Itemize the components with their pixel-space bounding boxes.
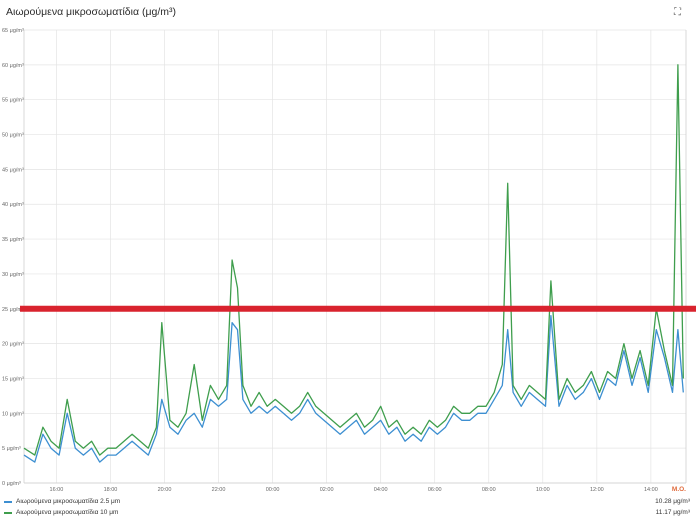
legend-label-pm25: Αιωρούμενα μικροσωματίδια 2.5 μm [16,498,121,505]
line-chart: 0 μg/m³ 5 μg/m³ 10 μg/m³ 15 μg/m³ 20 μg/m³ 25… [2,28,696,493]
y-tick-label: 25 μg/m³ [2,307,24,313]
legend: M.O. Αιωρούμενα μικροσωματίδια 2.5 μm 10… [4,486,690,519]
x-tick-label: 02:00 [320,487,334,493]
chart-title: Αιωρούμενα μικροσωματίδια (μg/m³) [6,6,176,18]
y-tick-label: 40 μg/m³ [2,202,24,208]
x-tick-label: 16:00 [50,487,64,493]
y-tick-label: 45 μg/m³ [2,167,24,173]
x-tick-label: 00:00 [266,487,280,493]
y-tick-label: 50 μg/m³ [2,133,24,139]
series-line-pm25 [23,315,684,463]
y-tick-label: 0 μg/m³ [2,481,21,487]
x-tick-label: 08:00 [482,487,496,493]
x-tick-label: 20:00 [158,487,172,493]
legend-item-pm10[interactable]: Αιωρούμενα μικροσωματίδια 10 μm 11.17 μg… [4,508,690,519]
legend-value-pm10: 11.17 μg/m³ [655,509,690,516]
y-tick-label: 10 μg/m³ [2,411,24,417]
legend-value-pm25: 10.28 μg/m³ [655,498,690,505]
y-tick-label: 35 μg/m³ [2,237,24,243]
y-tick-label: 15 μg/m³ [2,376,24,382]
y-tick-label: 65 μg/m³ [2,28,24,34]
x-tick-label: 18:00 [104,487,118,493]
x-tick-label: 12:00 [590,487,604,493]
y-tick-label: 55 μg/m³ [2,98,24,104]
series-line-pm10 [23,64,684,456]
x-tick-label: 10:00 [536,487,550,493]
x-tick-label: 14:00 [644,487,658,493]
x-tick-label: 22:00 [212,487,226,493]
expand-icon[interactable]: ⛶ [674,7,681,18]
y-tick-label: 20 μg/m³ [2,342,24,348]
x-tick-label: 06:00 [428,487,442,493]
legend-label-pm10: Αιωρούμενα μικροσωματίδια 10 μm [16,509,119,516]
y-tick-label: 30 μg/m³ [2,272,24,278]
legend-item-pm25[interactable]: Αιωρούμενα μικροσωματίδια 2.5 μm 10.28 μ… [4,497,690,508]
legend-swatch-pm10 [4,512,12,514]
x-tick-label: 04:00 [374,487,388,493]
legend-swatch-pm25 [4,501,12,503]
legend-header: M.O. [671,486,686,493]
y-tick-label: 5 μg/m³ [2,446,21,452]
y-tick-label: 60 μg/m³ [2,63,24,69]
